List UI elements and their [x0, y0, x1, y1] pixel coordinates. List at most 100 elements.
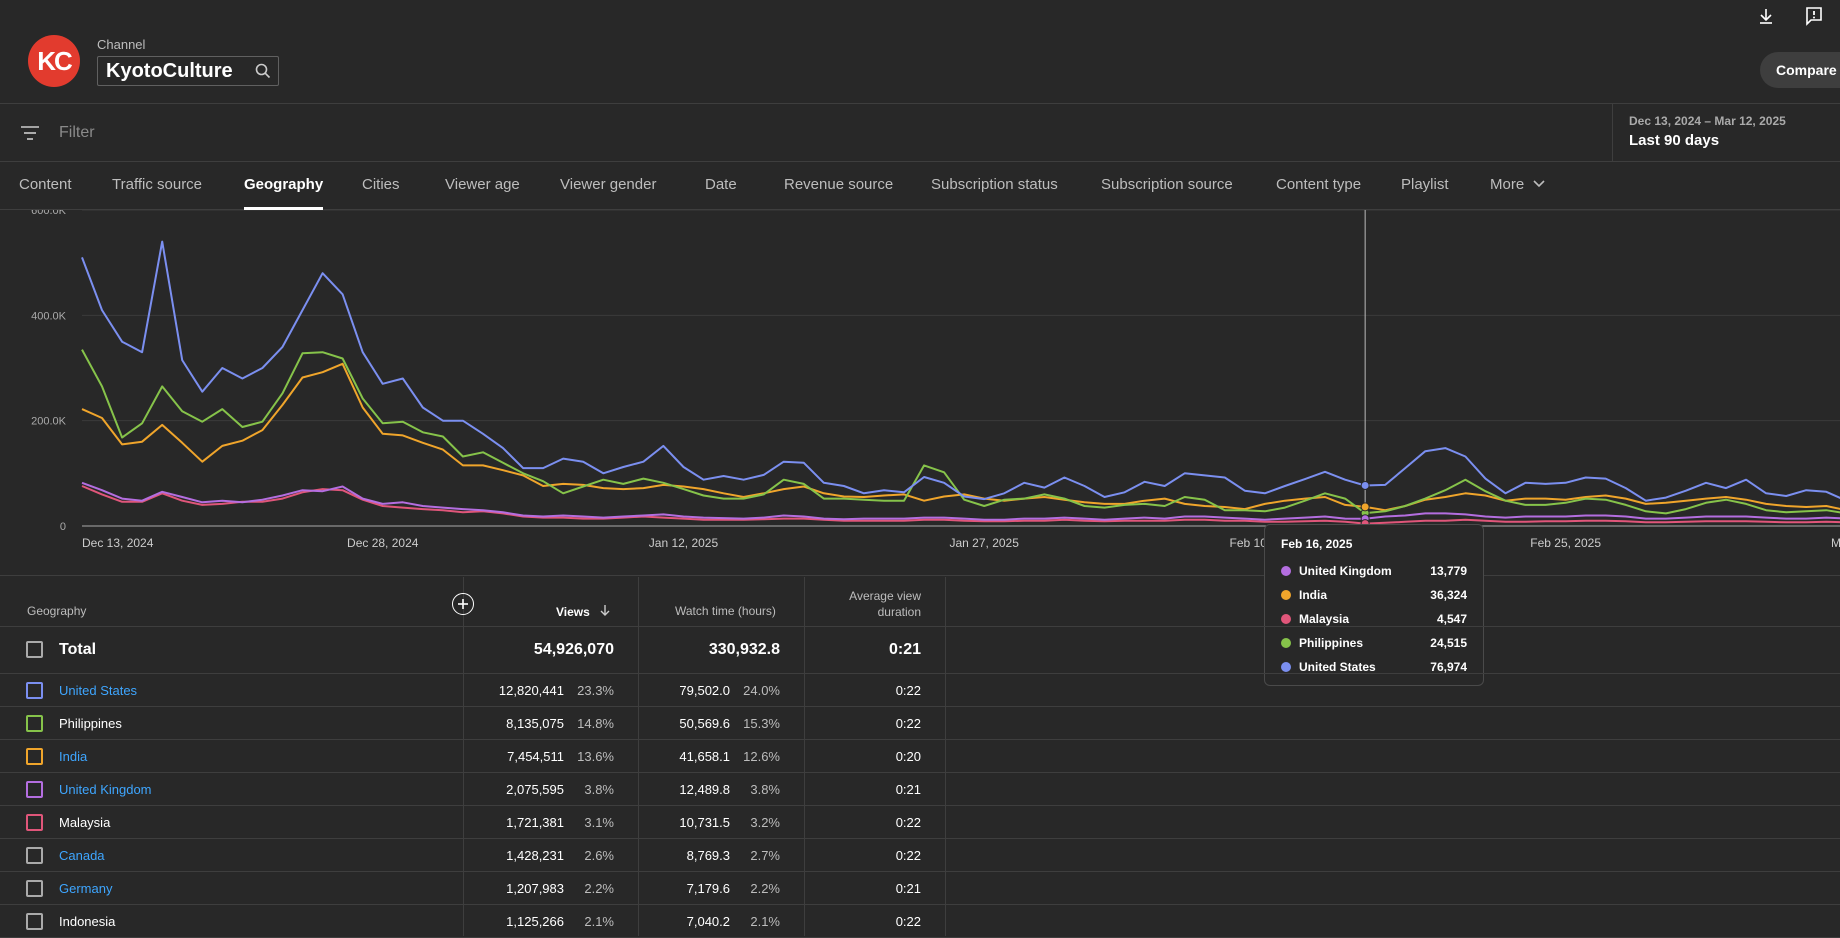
tab-content[interactable]: Content: [19, 176, 72, 193]
tab-traffic-source[interactable]: Traffic source: [112, 176, 203, 193]
add-metric-icon[interactable]: [452, 593, 474, 615]
channel-selector[interactable]: KyotoCulture: [97, 56, 279, 86]
tooltip-value: 36,324: [1430, 588, 1467, 602]
header: KC Channel KyotoCulture Compare t: [0, 0, 1840, 104]
tab-playlist[interactable]: Playlist: [1401, 176, 1449, 193]
tab-cities[interactable]: Cities: [362, 176, 400, 193]
watch-time-value: 79,502.0: [679, 683, 730, 698]
views-percent: 23.3%: [577, 683, 614, 698]
row-checkbox[interactable]: [26, 748, 43, 765]
legend-dot: [1281, 662, 1291, 672]
filter-icon[interactable]: [20, 124, 40, 142]
views-value: 1,721,381: [506, 815, 564, 830]
tab-viewer-age[interactable]: Viewer age: [445, 176, 520, 193]
series-line-india: [81, 362, 1840, 512]
table-row[interactable]: United Kingdom 2,075,595 3.8% 12,489.8 3.8% 0…: [0, 773, 1840, 806]
table-row[interactable]: Canada 1,428,231 2.6% 8,769.3 2.7% 0:22: [0, 839, 1840, 872]
tab-more[interactable]: More: [1490, 176, 1546, 210]
hover-point: [1360, 480, 1370, 490]
legend-dot: [1281, 614, 1291, 624]
filter-bar: Filter: [0, 104, 1840, 162]
views-chart[interactable]: 0 200.0K 400.0K 600.0K Dec 13, 2024 Dec 28, 2…: [0, 210, 1840, 686]
avg-duration-header-line1: Average view: [849, 589, 921, 603]
date-range-selector[interactable]: Dec 13, 2024 – Mar 12, 2025 Last 90 days: [1612, 104, 1840, 162]
views-percent: 2.2%: [584, 881, 614, 896]
channel-avatar[interactable]: KC: [28, 35, 80, 87]
row-checkbox[interactable]: [26, 847, 43, 864]
tooltip-value: 24,515: [1430, 636, 1467, 650]
download-icon[interactable]: [1754, 4, 1778, 28]
tab-revenue-source[interactable]: Revenue source: [784, 176, 894, 193]
table-row[interactable]: Germany 1,207,983 2.2% 7,179.6 2.2% 0:21: [0, 872, 1840, 905]
avg-duration-value: 0:22: [895, 815, 921, 830]
column-header-watch-time[interactable]: Watch time (hours): [675, 604, 776, 618]
views-value: 12,820,441: [498, 683, 564, 698]
date-range-label: Last 90 days: [1629, 132, 1720, 149]
total-checkbox[interactable]: [26, 641, 43, 658]
feedback-icon[interactable]: [1802, 4, 1826, 28]
tooltip-row: United Kingdom 13,779: [1281, 559, 1467, 583]
total-views: 54,926,070: [533, 641, 614, 658]
y-tick-label: 400.0K: [31, 310, 67, 322]
tab-geography[interactable]: Geography: [244, 176, 324, 210]
views-percent: 2.1%: [584, 914, 614, 929]
row-checkbox[interactable]: [26, 880, 43, 897]
row-checkbox[interactable]: [26, 781, 43, 798]
table-row[interactable]: United States 12,820,441 23.3% 79,502.0 24.0…: [0, 674, 1840, 707]
row-checkbox[interactable]: [26, 913, 43, 930]
country-name[interactable]: India: [59, 749, 88, 764]
table-row[interactable]: Philippines 8,135,075 14.8% 50,569.6 15.3% 0:…: [0, 707, 1840, 740]
tab-subscription-status[interactable]: Subscription status: [931, 176, 1058, 193]
watch-time-percent: 3.2%: [750, 815, 780, 830]
tab-content-type[interactable]: Content type: [1276, 176, 1362, 193]
row-checkbox[interactable]: [26, 814, 43, 831]
column-header-avg-duration[interactable]: Average view duration: [830, 589, 921, 619]
filter-input[interactable]: Filter: [59, 124, 95, 141]
views-percent: 3.8%: [584, 782, 614, 797]
watch-time-value: 12,489.8: [679, 782, 730, 797]
tab-subscription-source[interactable]: Subscription source: [1101, 176, 1233, 193]
views-value: 8,135,075: [506, 716, 564, 731]
table-row[interactable]: India 7,454,511 13.6% 41,658.1 12.6% 0:20: [0, 740, 1840, 773]
series-line-united-kingdom: [81, 481, 1840, 521]
avg-duration-value: 0:22: [895, 848, 921, 863]
series-line-malaysia: [81, 485, 1840, 525]
row-checkbox[interactable]: [26, 715, 43, 732]
column-divider: [638, 577, 639, 936]
x-tick-label: Feb 25, 2025: [1530, 536, 1601, 550]
row-checkbox[interactable]: [26, 682, 43, 699]
country-name[interactable]: Germany: [59, 881, 113, 896]
tab-more-label: More: [1490, 176, 1525, 193]
views-percent: 14.8%: [577, 716, 614, 731]
column-header-views[interactable]: Views: [556, 604, 611, 619]
country-name[interactable]: Canada: [59, 848, 105, 863]
legend-dot: [1281, 590, 1291, 600]
tab-viewer-gender[interactable]: Viewer gender: [560, 176, 657, 193]
watch-time-value: 50,569.6: [679, 716, 730, 731]
country-name[interactable]: United Kingdom: [59, 782, 152, 797]
search-icon[interactable]: [248, 57, 278, 85]
views-value: 1,428,231: [506, 848, 564, 863]
total-watch-time: 330,932.8: [708, 641, 780, 658]
views-value: 1,207,983: [506, 881, 564, 896]
views-value: 1,125,266: [506, 914, 564, 929]
table-row[interactable]: Indonesia 1,125,266 2.1% 7,040.2 2.1% 0:22: [0, 905, 1840, 938]
line-chart[interactable]: 0 200.0K 400.0K 600.0K Dec 13, 2024 Dec 28, 2…: [0, 210, 1840, 576]
tooltip-series-name: United Kingdom: [1299, 564, 1392, 578]
column-header-geography[interactable]: Geography: [27, 604, 87, 618]
country-name[interactable]: United States: [59, 683, 138, 698]
watch-time-percent: 2.7%: [750, 848, 780, 863]
x-tick-label: Mar 12, 2025: [1831, 536, 1840, 550]
watch-time-value: 41,658.1: [679, 749, 730, 764]
dimension-tabs: Content Traffic source Geography Cities …: [0, 162, 1840, 210]
y-tick-label: 600.0K: [31, 210, 67, 217]
total-avg-duration: 0:21: [888, 641, 921, 658]
legend-dot: [1281, 566, 1291, 576]
chevron-down-icon: [1533, 180, 1545, 188]
tab-date[interactable]: Date: [705, 176, 737, 193]
channel-name: KyotoCulture: [106, 59, 233, 82]
avg-duration-value: 0:22: [895, 683, 921, 698]
country-name: Malaysia: [59, 815, 111, 830]
compare-button[interactable]: Compare t: [1760, 52, 1840, 88]
table-row[interactable]: Malaysia 1,721,381 3.1% 10,731.5 3.2% 0:22: [0, 806, 1840, 839]
